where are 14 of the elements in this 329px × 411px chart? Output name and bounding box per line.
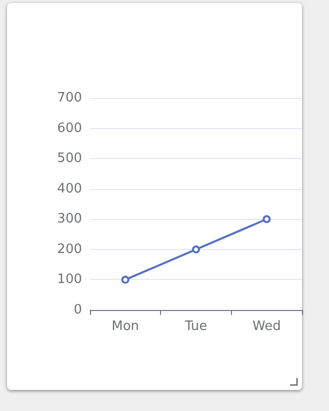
y-tick-label: 700 xyxy=(57,90,82,106)
x-tick-label: Mon xyxy=(112,319,140,334)
y-tick-label: 500 xyxy=(57,151,82,166)
y-tick-label: 0 xyxy=(74,302,82,318)
x-tick-label: Wed xyxy=(252,319,281,334)
point xyxy=(121,276,130,284)
y-tick-label: 100 xyxy=(57,272,82,288)
point xyxy=(192,245,200,254)
y-tick-label: 200 xyxy=(57,242,82,257)
y-tick-label: 600 xyxy=(57,120,82,136)
point xyxy=(262,215,271,224)
y-tick-label: 400 xyxy=(57,181,82,196)
x-tick-label: Tue xyxy=(184,319,208,334)
y-tick-label: 300 xyxy=(57,212,82,227)
